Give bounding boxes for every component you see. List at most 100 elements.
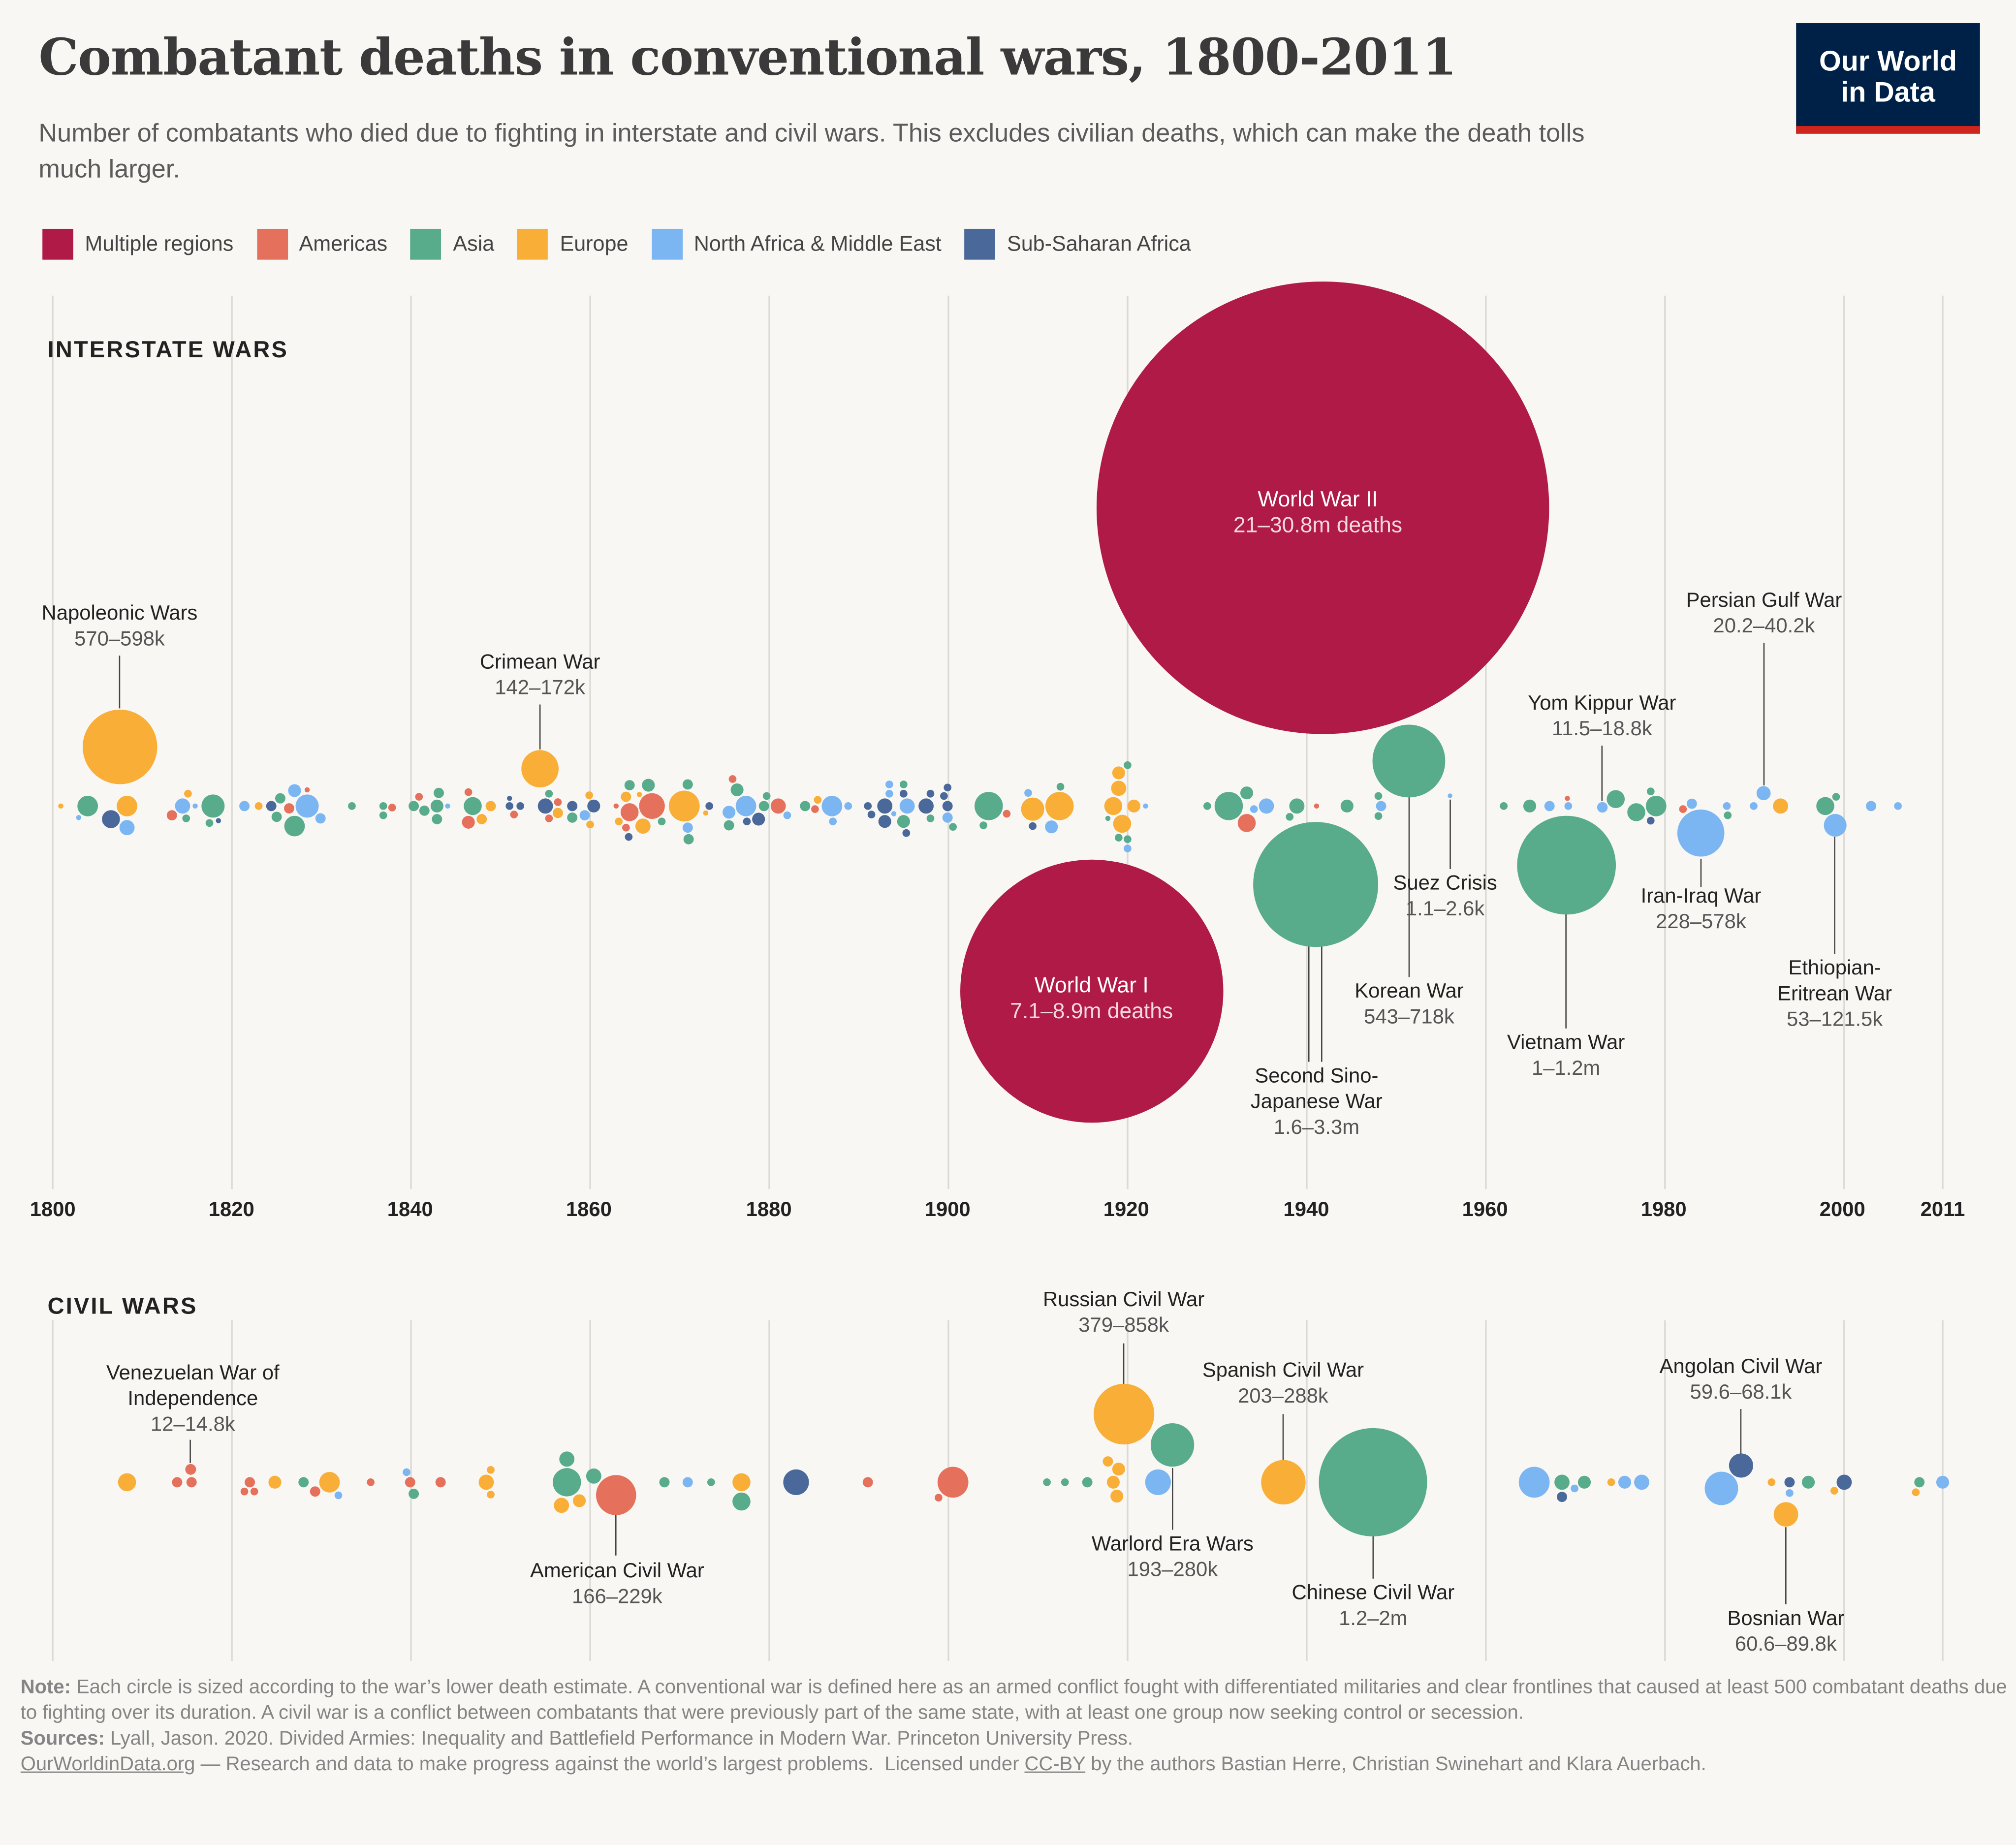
site-link[interactable]: OurWorldinData.org [20, 1753, 195, 1776]
war-circle[interactable] [1557, 1492, 1568, 1502]
war-circle[interactable] [118, 1473, 136, 1492]
war-circle[interactable] [284, 803, 294, 814]
war-circle[interactable] [445, 803, 450, 809]
war-circle-vietnam-war[interactable] [1517, 815, 1616, 915]
war-circle[interactable] [811, 805, 819, 813]
legend-item-north-africa-middle-east[interactable]: North Africa & Middle East [651, 228, 942, 260]
war-circle[interactable] [1686, 798, 1697, 809]
war-circle[interactable] [1145, 1469, 1171, 1495]
war-circle[interactable] [552, 808, 563, 818]
war-circle[interactable] [254, 802, 263, 810]
war-circle[interactable] [1723, 802, 1731, 810]
war-circle[interactable] [572, 1494, 586, 1507]
war-circle[interactable] [586, 1468, 601, 1484]
war-circle-spanish-civil-war[interactable] [1261, 1460, 1306, 1505]
war-circle[interactable] [487, 1466, 495, 1474]
war-circle[interactable] [1554, 1474, 1570, 1490]
war-circle[interactable] [1106, 1475, 1120, 1489]
war-circle[interactable] [462, 815, 475, 829]
war-circle[interactable] [1500, 802, 1508, 810]
war-circle[interactable] [642, 779, 655, 792]
war-circle[interactable] [1836, 1474, 1852, 1490]
war-circle[interactable] [298, 1477, 309, 1488]
war-circle-warlord-era-wars[interactable] [1150, 1423, 1195, 1467]
war-circle[interactable] [476, 814, 487, 824]
war-circle[interactable] [635, 818, 651, 834]
war-circle-persian-gulf-war[interactable] [1756, 786, 1771, 801]
war-circle-bosnian-war[interactable] [1773, 1502, 1798, 1527]
war-circle[interactable] [1564, 802, 1573, 810]
war-circle[interactable] [1061, 1478, 1069, 1486]
war-circle[interactable] [505, 802, 514, 810]
war-circle[interactable] [1110, 1490, 1124, 1503]
war-circle[interactable] [403, 1468, 410, 1476]
war-circle[interactable] [615, 817, 623, 826]
war-circle[interactable] [1124, 844, 1132, 852]
war-circle[interactable] [902, 829, 911, 837]
war-circle[interactable] [1571, 1484, 1578, 1493]
war-circle[interactable] [942, 812, 953, 823]
war-circle[interactable] [730, 783, 744, 796]
war-circle[interactable] [119, 820, 135, 836]
war-circle[interactable] [166, 810, 177, 821]
war-circle[interactable] [1113, 814, 1132, 833]
war-circle[interactable] [735, 795, 756, 816]
war-circle[interactable] [829, 817, 837, 826]
legend-item-americas[interactable]: Americas [256, 228, 387, 260]
war-circle[interactable] [707, 1478, 715, 1486]
war-circle[interactable] [949, 823, 957, 831]
war-circle[interactable] [405, 1477, 415, 1488]
war-circle[interactable] [622, 823, 630, 832]
war-circle-second-sino-japanese-war[interactable] [1253, 822, 1379, 947]
war-circle[interactable] [409, 1488, 419, 1499]
war-circle[interactable] [432, 814, 442, 824]
war-circle[interactable] [732, 1492, 751, 1511]
war-circle[interactable] [1866, 801, 1876, 812]
war-circle[interactable] [926, 789, 935, 798]
war-circle[interactable] [1773, 798, 1789, 814]
war-circle[interactable] [388, 804, 396, 812]
war-circle[interactable] [900, 781, 908, 788]
war-circle[interactable] [926, 814, 935, 822]
war-circle[interactable] [683, 834, 694, 844]
war-circle[interactable] [897, 815, 910, 828]
war-circle[interactable] [552, 1468, 581, 1497]
war-circle[interactable] [1679, 805, 1687, 813]
war-circle[interactable] [464, 797, 482, 815]
war-circle[interactable] [844, 802, 852, 810]
license-link[interactable]: CC-BY [1024, 1753, 1086, 1776]
war-circle[interactable] [1045, 792, 1074, 820]
war-circle[interactable] [1045, 820, 1058, 834]
war-circle[interactable] [182, 814, 190, 822]
war-circle[interactable] [554, 798, 562, 806]
war-circle[interactable] [944, 783, 952, 792]
war-circle-ethiopian-eritrean-war[interactable] [1824, 814, 1847, 837]
war-circle[interactable] [937, 1467, 969, 1498]
war-circle[interactable] [862, 1477, 873, 1488]
war-circle[interactable] [1111, 781, 1127, 796]
war-circle[interactable] [1143, 803, 1148, 809]
war-circle-napoleonic-wars[interactable] [82, 709, 158, 784]
war-circle[interactable] [668, 790, 700, 822]
war-circle[interactable] [510, 811, 518, 818]
war-circle[interactable] [770, 798, 786, 814]
war-circle[interactable] [348, 802, 356, 810]
war-circle[interactable] [1767, 1478, 1776, 1486]
war-circle[interactable] [621, 791, 631, 802]
war-circle[interactable] [1314, 803, 1320, 809]
war-circle[interactable] [1056, 782, 1065, 791]
war-circle[interactable] [1102, 1456, 1113, 1467]
war-circle[interactable] [891, 811, 897, 816]
war-circle[interactable] [1544, 801, 1555, 812]
war-circle[interactable] [1606, 790, 1625, 809]
war-circle[interactable] [295, 794, 319, 818]
war-circle[interactable] [367, 1478, 375, 1486]
war-circle[interactable] [935, 1494, 943, 1502]
war-circle[interactable] [624, 780, 635, 790]
war-circle[interactable] [172, 1477, 183, 1488]
war-circle[interactable] [1112, 1463, 1125, 1476]
war-circle[interactable] [1340, 799, 1354, 813]
war-circle[interactable] [1286, 813, 1294, 821]
war-circle-american-civil-war[interactable] [596, 1475, 636, 1515]
war-circle[interactable] [434, 787, 444, 798]
